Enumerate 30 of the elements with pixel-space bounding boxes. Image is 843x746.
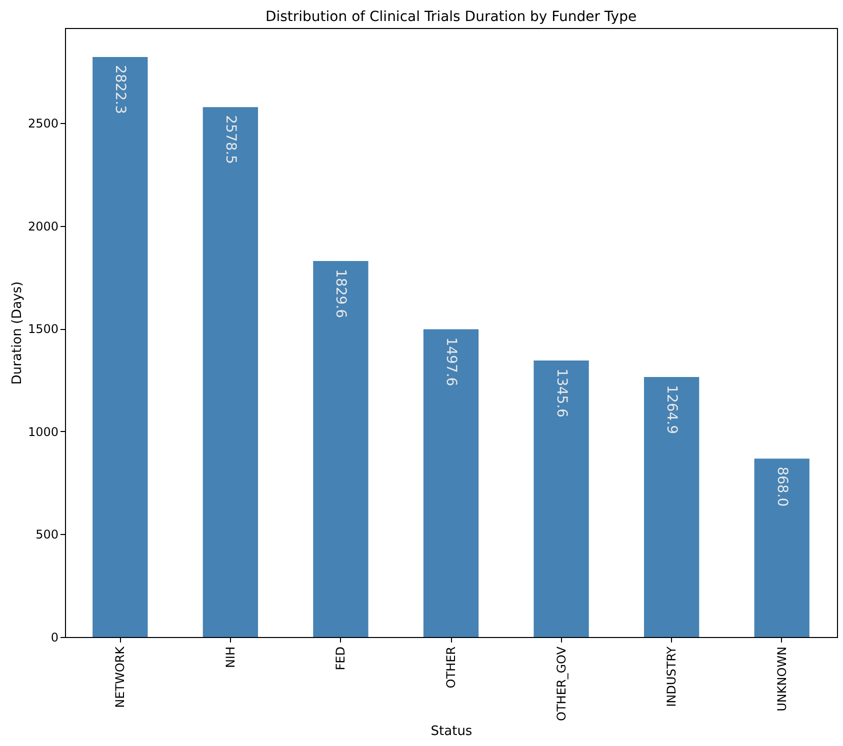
x-tick-label: NIH bbox=[223, 646, 238, 668]
chart-title: Distribution of Clinical Trials Duration by Funder Type bbox=[265, 9, 637, 25]
y-axis-title: Duration (Days) bbox=[10, 281, 25, 385]
data-label: 2578.5 bbox=[222, 115, 238, 164]
x-tick-label: OTHER_GOV bbox=[554, 646, 568, 721]
data-label: 868.0 bbox=[774, 466, 790, 507]
bar bbox=[534, 360, 589, 637]
x-tick-label: OTHER bbox=[444, 646, 458, 688]
data-label: 1345.6 bbox=[553, 368, 570, 418]
x-tick-label: UNKNOWN bbox=[774, 646, 789, 712]
data-label: 1264.9 bbox=[664, 385, 680, 434]
y-tick-label: 1500 bbox=[28, 322, 58, 336]
y-tick-label: 2000 bbox=[28, 219, 58, 234]
bar bbox=[202, 107, 258, 637]
bar bbox=[644, 377, 700, 637]
x-tick-label: NETWORK bbox=[113, 645, 128, 708]
y-tick-label: 1000 bbox=[28, 424, 58, 439]
y-tick-label: 500 bbox=[36, 528, 58, 542]
data-label: 1497.6 bbox=[443, 337, 459, 386]
y-tick-label: 0 bbox=[50, 630, 58, 644]
bar bbox=[313, 261, 368, 637]
bar bbox=[423, 329, 479, 637]
x-tick-label: INDUSTRY bbox=[664, 646, 679, 707]
y-tick-label: 2500 bbox=[28, 116, 58, 131]
x-tick-label: FED bbox=[334, 646, 348, 670]
data-label: 1829.6 bbox=[332, 269, 349, 318]
x-axis-title: Status bbox=[430, 724, 472, 739]
bar bbox=[754, 458, 810, 637]
data-label: 2822.3 bbox=[112, 64, 128, 114]
bar bbox=[92, 56, 148, 637]
